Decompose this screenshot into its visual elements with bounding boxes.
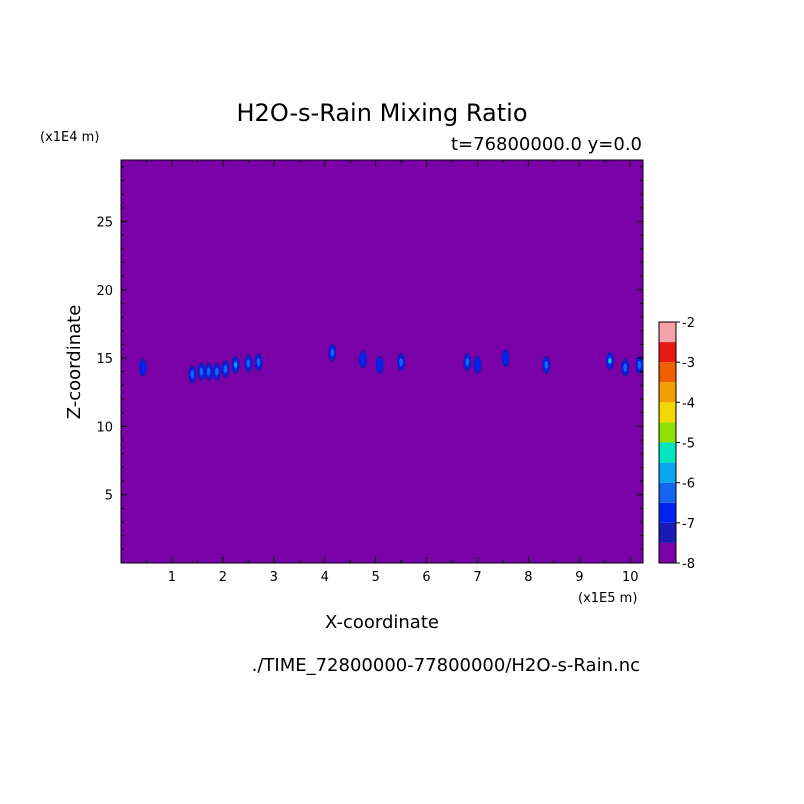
contour-level-fill — [608, 358, 612, 363]
x-tick-label: 8 — [524, 570, 532, 585]
colorbar-tick-label: -6 — [682, 477, 695, 492]
colorbar-tick-label: -4 — [682, 396, 695, 411]
contour-blob — [212, 362, 221, 381]
contour-blob — [542, 355, 551, 374]
contour-features — [138, 343, 644, 384]
colorbar-swatch — [659, 482, 676, 503]
contour-level-fill — [360, 352, 366, 366]
colorbar-swatch — [659, 522, 676, 543]
contour-level-fill — [465, 358, 470, 367]
contour-level-fill — [376, 358, 383, 372]
contour-level-fill — [474, 358, 481, 372]
contour-level-fill — [234, 362, 238, 367]
contour-level-fill — [190, 370, 195, 379]
contour-level-fill — [399, 358, 403, 367]
contour-blob — [204, 362, 213, 381]
colorbar-swatch — [659, 362, 676, 383]
contour-blob — [501, 349, 510, 368]
y-axis-label: Z-coordinate — [64, 305, 85, 420]
source-file-label: ./TIME_72800000-77800000/H2O-s-Rain.nc — [252, 655, 640, 676]
contour-blob — [605, 351, 614, 370]
contour-blob — [397, 353, 406, 372]
contour-level-fill — [214, 367, 219, 376]
x-tick-label: 3 — [270, 570, 278, 585]
colorbar-swatch — [659, 542, 676, 563]
contour-level-fill — [223, 365, 228, 373]
x-tick-label: 5 — [371, 570, 379, 585]
y-tick-label: 15 — [96, 352, 113, 367]
y-axis: 5 10 15 20 25 — [96, 166, 643, 550]
colorbar-tick-label: -3 — [682, 356, 695, 371]
contour-blob — [197, 362, 206, 381]
contour-blob — [635, 355, 644, 374]
colorbar-tick-label: -5 — [682, 437, 695, 452]
contour-blob — [244, 354, 253, 373]
y-tick-label: 20 — [96, 284, 113, 299]
colorbar-tick-label: -7 — [682, 517, 695, 532]
contour-level-fill — [140, 361, 146, 375]
colorbar-swatch — [659, 382, 676, 403]
colorbar-swatch — [659, 402, 676, 423]
x-axis-label: X-coordinate — [325, 612, 439, 633]
contour-level-fill — [544, 360, 548, 369]
chart-title: H2O-s-Rain Mixing Ratio — [237, 99, 528, 127]
colorbar: -2 -3 -4 -5 -6 -7 -8 — [658, 316, 695, 572]
x-tick-label: 1 — [168, 570, 176, 585]
contour-blob — [221, 360, 230, 379]
colorbar-tick-label: -2 — [682, 316, 695, 331]
chart-subtitle: t=76800000.0 y=0.0 — [451, 134, 642, 155]
colorbar-swatch — [659, 442, 676, 463]
y-tick-label: 25 — [96, 215, 113, 230]
x-tick-label: 6 — [422, 570, 430, 585]
x-tick-label: 10 — [622, 570, 639, 585]
x-tick-label: 2 — [219, 570, 227, 585]
colorbar-swatch — [659, 502, 676, 523]
colorbar-tick-label: -8 — [682, 557, 695, 572]
colorbar-swatch — [659, 422, 676, 443]
y-tick-label: 10 — [96, 420, 113, 435]
contour-blob — [254, 353, 263, 372]
contour-blob — [328, 343, 337, 362]
contour-blob — [473, 355, 482, 374]
contour-blob — [375, 355, 384, 374]
contour-blob — [358, 350, 367, 369]
contour-blob — [463, 353, 472, 372]
y-unit-label: (x1E4 m) — [40, 130, 99, 145]
colorbar-swatch — [659, 322, 676, 343]
contour-level-fill — [246, 359, 251, 368]
contour-blob — [138, 358, 147, 377]
contour-level-fill — [256, 358, 261, 367]
contour-level-fill — [502, 351, 509, 365]
contour-blob — [188, 365, 197, 384]
contour-level-fill — [637, 360, 642, 369]
y-tick-label: 5 — [105, 489, 113, 504]
contour-level-fill — [330, 348, 335, 357]
contour-level-fill — [199, 367, 204, 376]
x-unit-label: (x1E5 m) — [578, 591, 637, 606]
x-tick-label: 9 — [575, 570, 583, 585]
contour-blob — [621, 358, 630, 377]
x-tick-label: 7 — [473, 570, 481, 585]
colorbar-swatch — [659, 342, 676, 363]
colorbar-swatch — [659, 462, 676, 483]
x-axis: 1 2 3 4 5 6 7 8 9 10 — [145, 160, 639, 585]
x-tick-label: 4 — [321, 570, 329, 585]
contour-blob — [231, 355, 240, 374]
contour-level-fill — [623, 363, 627, 372]
contour-level-fill — [206, 367, 211, 376]
